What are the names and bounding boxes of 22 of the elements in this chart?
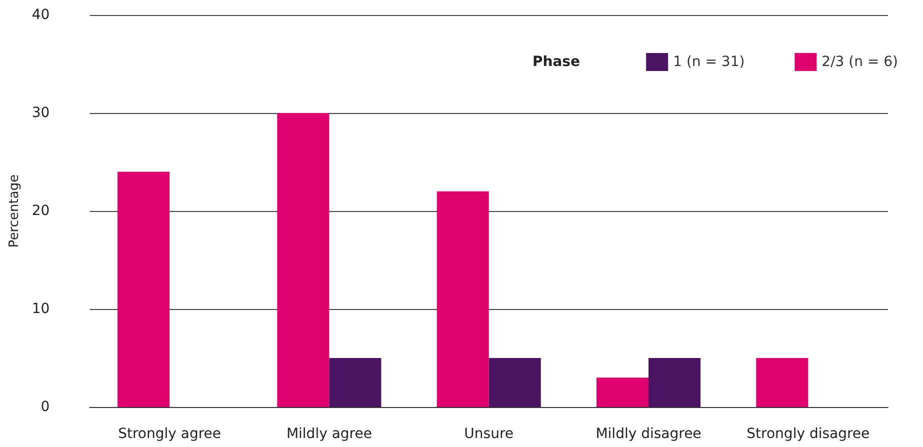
bar xyxy=(596,378,649,407)
y-tick-label: 10 xyxy=(32,301,50,317)
x-tick-label: Strongly disagree xyxy=(746,426,870,442)
bar xyxy=(436,191,489,407)
bar xyxy=(118,172,170,407)
y-tick-label: 40 xyxy=(32,7,50,23)
bar xyxy=(488,358,541,407)
bar xyxy=(277,113,330,407)
x-tick-label: Unsure xyxy=(464,426,514,442)
legend-title: Phase xyxy=(532,54,580,70)
y-tick-label: 30 xyxy=(32,105,50,121)
x-tick-label: Mildly disagree xyxy=(596,426,702,442)
legend-label: 1 (n = 31) xyxy=(673,54,745,70)
y-axis-title: Percentage xyxy=(7,174,22,248)
x-tick-label: Mildly agree xyxy=(286,426,372,442)
bar xyxy=(756,358,808,407)
y-tick-label: 0 xyxy=(40,399,50,415)
legend-label: 2/3 (n = 6) xyxy=(822,54,898,70)
bar xyxy=(648,358,701,407)
bar xyxy=(329,358,382,407)
y-tick-label: 20 xyxy=(32,203,50,219)
x-tick-label: Strongly agree xyxy=(118,426,222,442)
